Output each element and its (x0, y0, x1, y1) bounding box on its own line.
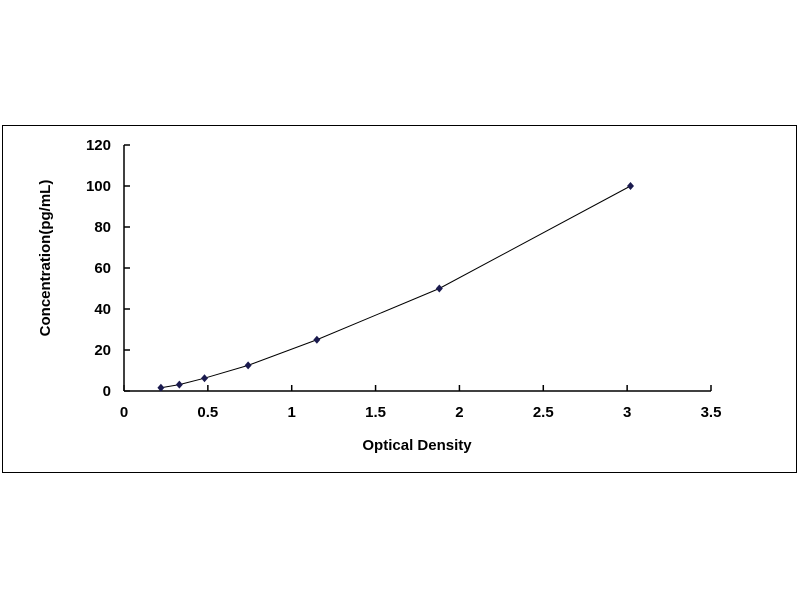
x-tick-label: 2 (455, 404, 463, 421)
y-axis-label: Concentration(pg/mL) (37, 180, 54, 337)
y-tick-label: 0 (103, 383, 111, 400)
x-tick-label: 3 (623, 404, 631, 421)
y-tick-label: 40 (94, 301, 111, 318)
x-tick-label: 1 (288, 404, 296, 421)
data-point (157, 383, 165, 392)
chart-frame (2, 125, 797, 473)
x-tick-label: 0 (120, 404, 128, 421)
data-point (313, 335, 321, 344)
data-point (435, 284, 443, 293)
data-point (201, 374, 209, 383)
x-tick-label: 0.5 (197, 404, 218, 421)
x-tick-label: 3.5 (701, 404, 722, 421)
y-tick-label: 120 (86, 137, 111, 154)
x-axis-label: Optical Density (362, 437, 472, 454)
x-tick-label: 2.5 (533, 404, 554, 421)
y-tick-label: 80 (94, 219, 111, 236)
y-tick-label: 60 (94, 260, 111, 277)
trend-line (160, 185, 631, 389)
y-tick-label: 20 (94, 342, 111, 359)
data-point (244, 361, 252, 370)
y-tick-label: 100 (86, 178, 111, 195)
x-tick-label: 1.5 (365, 404, 386, 421)
data-point (626, 182, 634, 190)
data-point (175, 380, 183, 389)
